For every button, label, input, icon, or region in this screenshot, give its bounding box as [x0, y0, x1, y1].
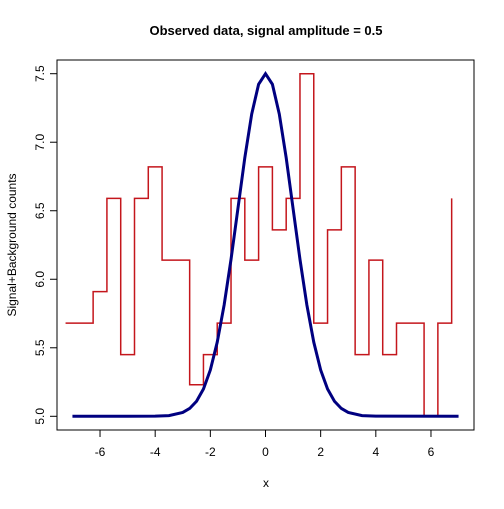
x-axis-label: x: [263, 476, 269, 490]
plot-box: [56, 59, 475, 431]
x-tick-label: 6: [428, 445, 435, 459]
x-tick-label: 0: [262, 445, 269, 459]
x-tick-label: 2: [317, 445, 324, 459]
x-tick-label: 4: [372, 445, 379, 459]
y-tick-label: 5.0: [33, 408, 47, 425]
curve: [72, 70, 459, 418]
x-tick-label: -4: [150, 445, 161, 459]
y-tick-label: 5.5: [33, 339, 47, 356]
y-tick-label: 6.0: [33, 271, 47, 288]
y-axis-label: Signal+Background counts: [5, 173, 19, 316]
step-line: [65, 72, 453, 418]
y-tick-label: 7.0: [33, 134, 47, 151]
y-tick-label: 6.5: [33, 202, 47, 219]
x-tick-label: -6: [95, 445, 106, 459]
y-tick-label: 7.5: [33, 65, 47, 82]
chart-title: Observed data, signal amplitude = 0.5: [150, 23, 383, 38]
x-tick-label: -2: [205, 445, 216, 459]
